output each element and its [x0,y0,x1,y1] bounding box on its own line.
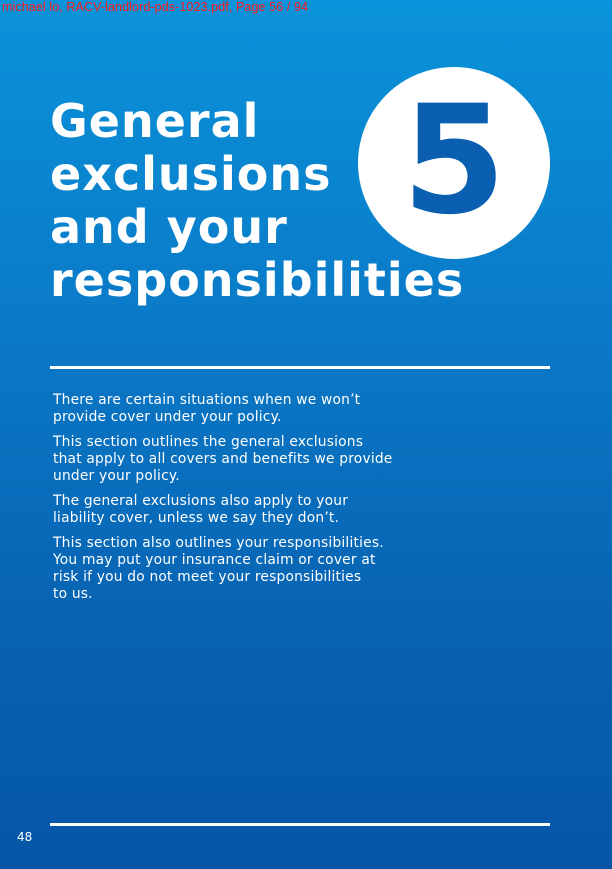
text-line: provide cover under your policy. [53,409,282,425]
text-line: You may put your insurance claim or cove… [53,552,376,568]
text-line: liability cover, unless we say they don’… [53,510,340,526]
text-line: The general exclusions also apply to you… [53,493,349,509]
section-title: General exclusions and your responsibili… [50,95,464,307]
section-title-line: and your [50,200,288,254]
page-number: 48 [17,830,33,844]
section-title-line: General [50,94,260,148]
top-divider [50,366,550,369]
text-line: This section also outlines your responsi… [53,535,384,551]
text-line: This section outlines the general exclus… [53,434,364,450]
section-title-line: responsibilities [50,253,465,307]
section-number-badge: 5 [358,67,550,259]
text-line: that apply to all covers and benefits we… [53,451,393,467]
intro-paragraph: There are certain situations when we won… [53,392,453,426]
text-line: risk if you do not meet your responsibil… [53,569,362,585]
section-title-line: exclusions [50,147,332,201]
document-watermark: michael lo, RACV-landlord-pds-1023.pdf, … [2,0,309,14]
section-number: 5 [401,74,507,248]
intro-text: There are certain situations when we won… [53,392,453,611]
intro-paragraph: This section outlines the general exclus… [53,434,453,485]
intro-paragraph: The general exclusions also apply to you… [53,493,453,527]
bottom-divider [50,823,550,826]
text-line: to us. [53,586,93,602]
text-line: under your policy. [53,468,180,484]
intro-paragraph: This section also outlines your responsi… [53,535,453,603]
text-line: There are certain situations when we won… [53,392,361,408]
